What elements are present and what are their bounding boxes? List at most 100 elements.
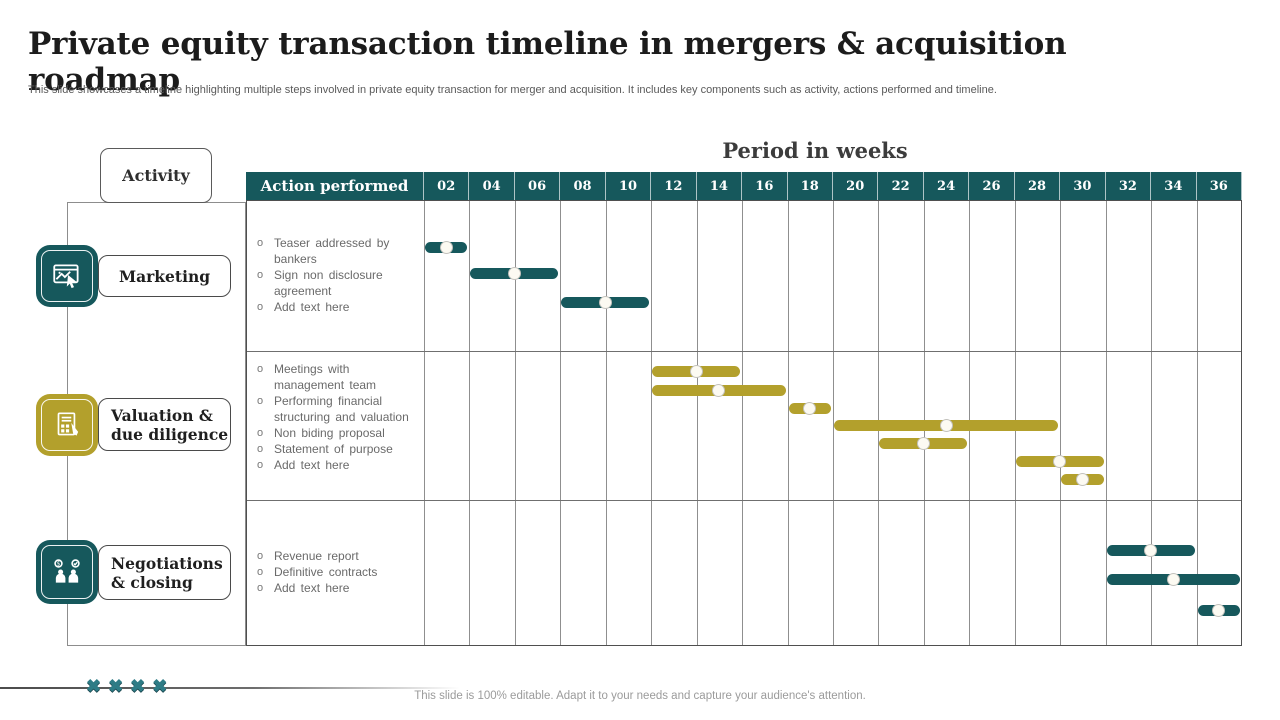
gantt-table-body: o Teaser addressed by bankers o Sign non di… bbox=[246, 200, 1242, 646]
week-header-16: 16 bbox=[742, 172, 788, 200]
bar-milestone-dot bbox=[1144, 543, 1158, 557]
bullet-circle-icon: o bbox=[257, 301, 264, 313]
week-header-18: 18 bbox=[788, 172, 833, 200]
bullet-circle-icon: o bbox=[257, 269, 264, 281]
valuation-document-icon bbox=[36, 394, 98, 456]
gantt-bar-week02-to-02 bbox=[425, 240, 468, 254]
action-list-negotiations: o Revenue report o Definitive contracts o Add… bbox=[247, 500, 425, 647]
grid-column-line bbox=[605, 201, 607, 645]
bar-milestone-dot bbox=[689, 364, 703, 378]
action-item: o Meetings with management team bbox=[257, 361, 417, 393]
bar-milestone-dot bbox=[1166, 572, 1180, 586]
gantt-bar-week12-to-14 bbox=[652, 364, 741, 378]
action-item-text: Teaser addressed by bankers bbox=[274, 236, 390, 266]
bullet-circle-icon: o bbox=[257, 443, 264, 455]
bullet-circle-icon: o bbox=[257, 237, 264, 249]
action-item: o Sign non disclosure agreement bbox=[257, 267, 417, 299]
action-item-text: Add text here bbox=[274, 300, 350, 314]
footer-divider-line bbox=[0, 687, 460, 689]
week-header-28: 28 bbox=[1015, 172, 1061, 200]
week-header-32: 32 bbox=[1106, 172, 1152, 200]
action-performed-header: Action performed bbox=[246, 172, 424, 200]
week-header-26: 26 bbox=[969, 172, 1015, 200]
gantt-bar-week20-to-28 bbox=[834, 418, 1059, 432]
grid-column-line bbox=[1105, 201, 1107, 645]
action-item-text: Meetings with management team bbox=[274, 362, 377, 392]
gantt-bar-week12-to-16 bbox=[652, 383, 786, 397]
gantt-bar-week08-to-10 bbox=[561, 295, 650, 309]
week-header-36: 36 bbox=[1197, 172, 1242, 200]
action-item-text: Definitive contracts bbox=[274, 565, 378, 579]
activity-label-marketing: Marketing bbox=[98, 255, 231, 297]
action-item-text: Add text here bbox=[274, 581, 350, 595]
action-item: o Add text here bbox=[257, 580, 417, 596]
gantt-bar-week04-to-06 bbox=[470, 266, 559, 280]
page-title: Private equity transaction timeline in m… bbox=[28, 26, 1067, 98]
marketing-chart-icon bbox=[36, 245, 98, 307]
negotiation-people-icon: $ bbox=[36, 540, 98, 604]
action-list-marketing: o Teaser addressed by bankers o Sign non di… bbox=[247, 201, 425, 351]
gantt-bar-week32-to-36 bbox=[1106, 572, 1240, 586]
grid-column-line bbox=[787, 201, 789, 645]
action-item-text: Non biding proposal bbox=[274, 426, 385, 440]
grid-column-line bbox=[424, 201, 425, 645]
bullet-circle-icon: o bbox=[257, 459, 264, 471]
grid-column-line bbox=[651, 201, 653, 645]
activity-label-valuation: Valuation & due diligence bbox=[98, 398, 231, 451]
action-item-text: Performing financial structuring and val… bbox=[274, 394, 409, 424]
bullet-circle-icon: o bbox=[257, 427, 264, 439]
bullet-circle-icon: o bbox=[257, 363, 264, 375]
bullet-circle-icon: o bbox=[257, 550, 264, 562]
footer-note: This slide is 100% editable. Adapt it to… bbox=[414, 690, 866, 702]
grid-column-line bbox=[514, 201, 516, 645]
gantt-bar-week28-to-30 bbox=[1015, 454, 1104, 468]
action-item: o Non biding proposal bbox=[257, 425, 417, 441]
gantt-bar-week32-to-34 bbox=[1106, 543, 1195, 557]
bar-milestone-dot bbox=[803, 401, 817, 415]
gantt-bar-week36-to-36 bbox=[1197, 603, 1240, 617]
action-item: o Teaser addressed by bankers bbox=[257, 235, 417, 267]
gantt-bar-week30-to-30 bbox=[1061, 472, 1104, 486]
week-header-04: 04 bbox=[469, 172, 515, 200]
week-header-06: 06 bbox=[515, 172, 561, 200]
bar-milestone-dot bbox=[507, 266, 521, 280]
grid-column-line bbox=[696, 201, 698, 645]
bullet-circle-icon: o bbox=[257, 582, 264, 594]
action-item-text: Revenue report bbox=[274, 549, 359, 563]
period-in-weeks-title: Period in weeks bbox=[722, 138, 908, 163]
action-item: o Statement of purpose bbox=[257, 441, 417, 457]
bullet-circle-icon: o bbox=[257, 566, 264, 578]
week-header-22: 22 bbox=[878, 172, 924, 200]
week-header-20: 20 bbox=[833, 172, 879, 200]
activity-label-negotiations: Negotiations & closing bbox=[98, 545, 231, 600]
gantt-header-row: Action performed 02 04 06 08 10 12 14 16 18 20 22 24… bbox=[246, 172, 1242, 200]
action-item-text: Add text here bbox=[274, 458, 350, 472]
svg-text:$: $ bbox=[57, 562, 61, 568]
action-item: o Definitive contracts bbox=[257, 564, 417, 580]
grid-column-line bbox=[742, 201, 744, 645]
grid-section-divider bbox=[247, 500, 1241, 501]
action-item: o Revenue report bbox=[257, 548, 417, 564]
week-header-14: 14 bbox=[697, 172, 743, 200]
bar-milestone-dot bbox=[1212, 603, 1226, 617]
action-list-valuation: o Meetings with management team o Performin… bbox=[247, 351, 425, 500]
gantt-bar-week22-to-24 bbox=[879, 436, 968, 450]
action-item-text: Statement of purpose bbox=[274, 442, 393, 456]
action-item: o Add text here bbox=[257, 299, 417, 315]
week-header-24: 24 bbox=[924, 172, 970, 200]
bar-milestone-dot bbox=[439, 240, 453, 254]
action-item: o Performing financial structuring and va… bbox=[257, 393, 417, 425]
action-item-text: Sign non disclosure agreement bbox=[274, 268, 383, 298]
grid-column-line bbox=[1060, 201, 1062, 645]
grid-column-line bbox=[1196, 201, 1198, 645]
page-subtitle: This slide showcases a timeline highligh… bbox=[28, 84, 997, 96]
week-header-10: 10 bbox=[606, 172, 652, 200]
grid-section-divider bbox=[247, 351, 1241, 352]
bar-milestone-dot bbox=[1053, 454, 1067, 468]
footer-decor-glyphs: ✖✖✖✖ bbox=[86, 676, 175, 696]
week-header-12: 12 bbox=[651, 172, 697, 200]
activity-header-box: Activity bbox=[100, 148, 212, 203]
week-header-34: 34 bbox=[1151, 172, 1197, 200]
gantt-bar-week18-to-18 bbox=[788, 401, 831, 415]
